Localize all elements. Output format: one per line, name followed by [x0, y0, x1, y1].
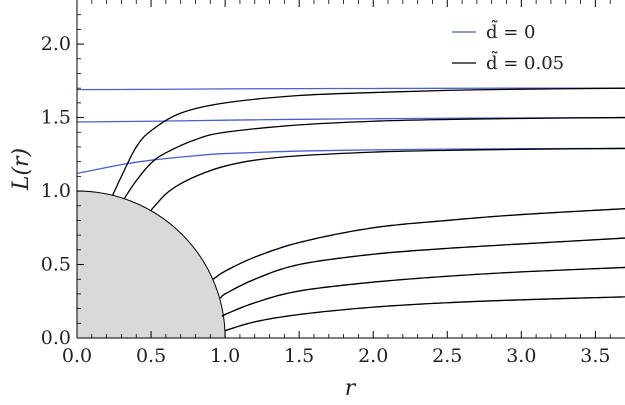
series-1-curve-1: [77, 87, 625, 91]
legend: d̃ = 0 d̃ = 0.05: [452, 20, 564, 74]
x-tick-label: 0.5: [136, 345, 166, 367]
x-tick-label: 1.0: [210, 345, 240, 367]
x-ticks: 0.0 0.5 1.0 1.5 2.0 2.5 3.0 3.5: [62, 0, 611, 367]
y-axis-label: L(r): [9, 148, 34, 191]
y-tick-label: 0.5: [41, 254, 71, 276]
series-1-curve-7: [224, 296, 625, 332]
series-2-curve-1: [111, 87, 625, 196]
x-tick-label: 0.0: [62, 345, 92, 367]
x-tick-label: 2.0: [358, 345, 388, 367]
y-tick-label: 2.0: [41, 33, 71, 55]
legend-label: d̃ = 0.05: [486, 51, 564, 74]
curves-layer: [77, 87, 625, 332]
legend-label: d̃ = 0: [486, 20, 536, 43]
y-tick-label: 1.5: [41, 107, 71, 129]
y-ticks: 0.0 0.5 1.0 1.5 2.0: [41, 14, 84, 349]
shaded-quarter-disk: [77, 190, 226, 338]
y-tick-label: 0.0: [41, 327, 71, 349]
x-axis-label: r: [345, 376, 357, 401]
series-1-curve-4: [212, 208, 625, 280]
series-2-curve-5: [220, 237, 625, 299]
axes-frame: [76, 0, 625, 339]
series-2-curve-4: [212, 208, 625, 280]
x-tick-label: 3.5: [580, 345, 610, 367]
x-tick-label: 3.0: [506, 345, 536, 367]
shaded-region-layer: [77, 190, 226, 338]
series-1-curve-6: [221, 266, 625, 317]
series-2-curve-2: [123, 116, 625, 199]
y-tick-label: 1.0: [41, 180, 71, 202]
series-2: [111, 87, 625, 332]
series-2-curve-3: [150, 147, 625, 211]
series-2-curve-6: [221, 266, 625, 317]
x-tick-label: 2.5: [432, 345, 462, 367]
series-2-curve-7: [224, 296, 625, 332]
x-tick-label: 1.5: [284, 345, 314, 367]
series-1-curve-3: [77, 147, 625, 175]
